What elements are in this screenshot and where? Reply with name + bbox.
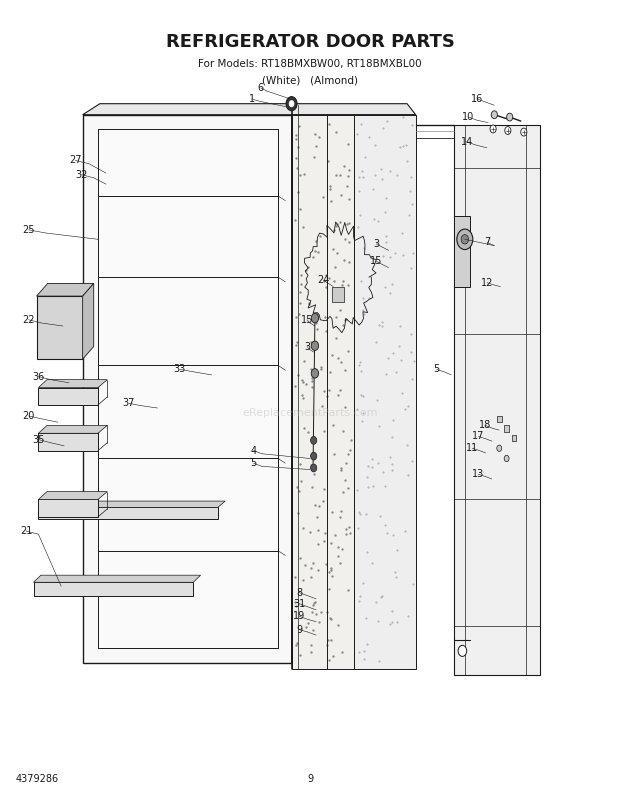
Text: 9: 9 (296, 625, 302, 634)
Text: For Models: RT18BMXBW00, RT18BMXBL00: For Models: RT18BMXBW00, RT18BMXBL00 (198, 60, 422, 69)
Polygon shape (454, 125, 541, 675)
Text: eReplacementParts.com: eReplacementParts.com (242, 408, 378, 418)
Polygon shape (37, 296, 82, 359)
Text: 24: 24 (317, 276, 330, 285)
Circle shape (289, 101, 294, 107)
Text: 3: 3 (304, 341, 310, 352)
Polygon shape (454, 216, 470, 287)
Polygon shape (38, 426, 107, 434)
Circle shape (311, 437, 317, 445)
Text: (White)   (Almond): (White) (Almond) (262, 75, 358, 85)
Text: 3: 3 (373, 239, 379, 249)
Polygon shape (98, 129, 278, 648)
Text: 1: 1 (249, 94, 255, 104)
Polygon shape (38, 434, 98, 451)
Circle shape (490, 125, 496, 133)
Text: 10: 10 (463, 112, 475, 122)
Circle shape (286, 97, 297, 111)
Text: 33: 33 (174, 364, 186, 375)
Text: 27: 27 (69, 156, 82, 165)
Text: 4379286: 4379286 (15, 773, 58, 784)
Circle shape (311, 341, 319, 350)
Text: 32: 32 (75, 170, 87, 179)
Polygon shape (38, 507, 218, 519)
Text: 15: 15 (301, 314, 313, 325)
Text: 19: 19 (293, 611, 305, 621)
Circle shape (311, 314, 319, 323)
Polygon shape (512, 435, 516, 441)
Text: 36: 36 (32, 372, 45, 381)
Polygon shape (33, 575, 201, 582)
Text: 20: 20 (22, 411, 35, 421)
Text: 12: 12 (480, 278, 493, 287)
Text: 15: 15 (370, 256, 383, 267)
Circle shape (458, 646, 467, 657)
Text: 11: 11 (466, 443, 479, 453)
Polygon shape (38, 491, 107, 499)
Circle shape (507, 114, 513, 121)
Polygon shape (354, 115, 415, 669)
Text: 14: 14 (461, 137, 473, 147)
Polygon shape (332, 287, 344, 303)
Polygon shape (38, 499, 98, 517)
Text: REFRIGERATOR DOOR PARTS: REFRIGERATOR DOOR PARTS (166, 33, 454, 51)
Text: 4: 4 (250, 445, 257, 456)
Text: 6: 6 (258, 83, 264, 93)
Text: 21: 21 (20, 526, 32, 536)
Circle shape (457, 229, 473, 249)
Polygon shape (82, 115, 291, 664)
Polygon shape (291, 115, 354, 669)
Text: 9: 9 (307, 773, 313, 784)
Polygon shape (291, 115, 415, 669)
Circle shape (497, 445, 502, 452)
Text: 13: 13 (472, 469, 484, 480)
Text: 8: 8 (296, 588, 302, 598)
Text: 16: 16 (471, 94, 483, 104)
Polygon shape (82, 283, 94, 359)
Text: 25: 25 (22, 225, 35, 235)
Polygon shape (82, 104, 415, 115)
Polygon shape (504, 426, 509, 432)
Text: 35: 35 (32, 434, 45, 445)
Circle shape (505, 126, 511, 134)
Circle shape (311, 464, 317, 472)
Circle shape (461, 234, 469, 244)
Text: 17: 17 (472, 431, 485, 441)
Circle shape (491, 111, 497, 118)
Text: 5: 5 (250, 458, 257, 468)
Text: 7: 7 (484, 237, 490, 248)
Polygon shape (38, 380, 107, 387)
Text: 18: 18 (479, 420, 491, 430)
Circle shape (521, 128, 527, 136)
Polygon shape (497, 416, 502, 422)
Text: 31: 31 (293, 599, 305, 608)
Text: 5: 5 (433, 364, 440, 375)
Polygon shape (37, 283, 94, 296)
Polygon shape (38, 387, 98, 405)
Circle shape (504, 455, 509, 461)
Polygon shape (38, 501, 225, 507)
Polygon shape (33, 582, 193, 596)
Circle shape (311, 453, 317, 460)
Text: 37: 37 (123, 399, 135, 408)
Text: 22: 22 (22, 314, 35, 325)
Circle shape (311, 368, 319, 378)
